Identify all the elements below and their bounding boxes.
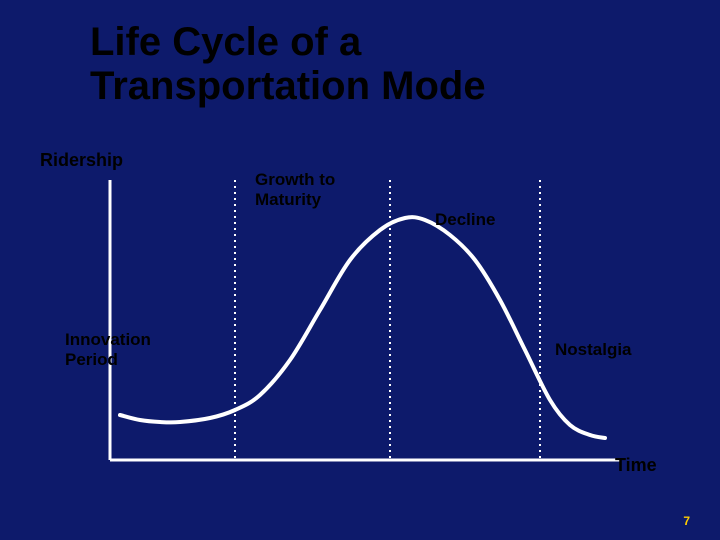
x-axis-label: Time bbox=[615, 455, 657, 476]
lifecycle-chart: Ridership Time Innovation Period Growth … bbox=[60, 160, 660, 490]
slide-number: 7 bbox=[683, 514, 690, 528]
slide: Life Cycle of a Transportation Mode Ride… bbox=[0, 0, 720, 540]
chart-svg bbox=[60, 160, 660, 490]
phase-label-decline: Decline bbox=[435, 210, 495, 230]
phase-label-growth: Growth to Maturity bbox=[255, 170, 335, 210]
lifecycle-curve bbox=[120, 217, 605, 438]
phase-label-nostalgia: Nostalgia bbox=[555, 340, 632, 360]
slide-title: Life Cycle of a Transportation Mode bbox=[90, 20, 486, 108]
phase-label-innovation: Innovation Period bbox=[65, 330, 151, 370]
y-axis-label: Ridership bbox=[40, 150, 123, 171]
